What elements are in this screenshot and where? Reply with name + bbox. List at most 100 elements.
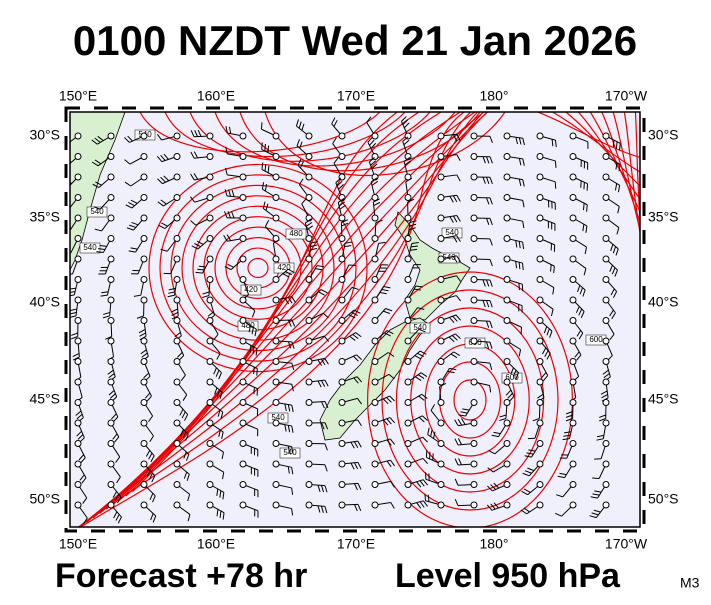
station <box>603 277 609 283</box>
station <box>438 215 444 221</box>
station <box>570 195 576 201</box>
station <box>504 461 510 467</box>
station <box>537 461 543 467</box>
station <box>240 420 246 426</box>
station <box>273 400 279 406</box>
station <box>603 420 609 426</box>
station <box>174 502 180 508</box>
barb-feather <box>551 265 552 272</box>
station <box>75 502 81 508</box>
station <box>570 461 576 467</box>
station <box>339 482 345 488</box>
station <box>537 482 543 488</box>
station <box>207 236 213 242</box>
station <box>306 318 312 324</box>
station <box>174 359 180 365</box>
station <box>174 174 180 180</box>
station <box>207 297 213 303</box>
station <box>471 338 477 344</box>
station <box>504 174 510 180</box>
station <box>471 154 477 160</box>
station <box>273 338 279 344</box>
station <box>306 195 312 201</box>
station <box>504 400 510 406</box>
station <box>141 195 147 201</box>
station <box>273 174 279 180</box>
barb-feather <box>60 186 66 189</box>
station <box>537 277 543 283</box>
station <box>108 174 114 180</box>
station <box>339 154 345 160</box>
station <box>405 420 411 426</box>
contour-label: 540 <box>413 323 427 332</box>
station <box>75 359 81 365</box>
station <box>174 400 180 406</box>
station <box>471 297 477 303</box>
station <box>240 400 246 406</box>
station <box>603 482 609 488</box>
station <box>603 133 609 139</box>
station <box>372 379 378 385</box>
station <box>504 195 510 201</box>
station <box>471 256 477 262</box>
station <box>471 420 477 426</box>
station <box>603 379 609 385</box>
station <box>108 318 114 324</box>
station <box>108 154 114 160</box>
station <box>405 400 411 406</box>
station <box>273 441 279 447</box>
station <box>471 502 477 508</box>
station <box>438 420 444 426</box>
station <box>207 502 213 508</box>
station <box>537 195 543 201</box>
station <box>108 502 114 508</box>
barb-feather <box>265 144 266 151</box>
forecast-label: Forecast +78 hr <box>55 557 307 595</box>
station <box>75 154 81 160</box>
station <box>108 297 114 303</box>
station <box>141 154 147 160</box>
station <box>405 318 411 324</box>
station <box>306 154 312 160</box>
station <box>306 502 312 508</box>
station <box>603 441 609 447</box>
station <box>537 441 543 447</box>
station <box>339 256 345 262</box>
station <box>570 318 576 324</box>
latitude-label: 40°S <box>648 294 679 310</box>
station <box>471 482 477 488</box>
station <box>603 154 609 160</box>
longitude-label: 150°E <box>59 88 97 104</box>
barb-feather <box>262 142 263 149</box>
barb-feather <box>587 205 588 212</box>
station <box>273 195 279 201</box>
station <box>240 215 246 221</box>
latitude-label: 30°S <box>29 127 60 143</box>
station <box>240 461 246 467</box>
station <box>405 359 411 365</box>
latitude-label: 50°S <box>648 491 679 507</box>
station <box>570 482 576 488</box>
station <box>405 461 411 467</box>
station <box>570 277 576 283</box>
station <box>537 379 543 385</box>
station <box>438 133 444 139</box>
station <box>141 277 147 283</box>
station <box>207 359 213 365</box>
station <box>603 297 609 303</box>
station <box>75 461 81 467</box>
station <box>504 154 510 160</box>
station <box>174 133 180 139</box>
station <box>306 420 312 426</box>
station <box>273 379 279 385</box>
barb-feather <box>554 266 555 273</box>
station <box>537 318 543 324</box>
station <box>174 215 180 221</box>
station <box>471 461 477 467</box>
station <box>339 318 345 324</box>
station <box>570 441 576 447</box>
title: 0100 NZDT Wed 21 Jan 2026 <box>73 17 637 64</box>
station <box>174 318 180 324</box>
contour-label: 420 <box>277 263 291 272</box>
